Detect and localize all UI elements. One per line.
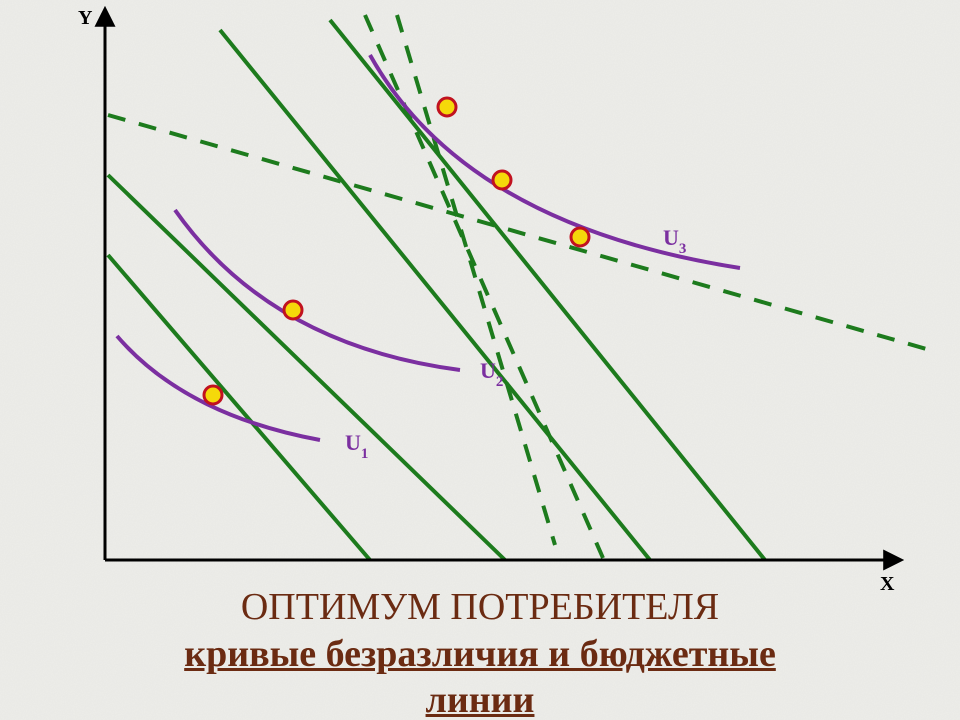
- optimum-point-1: [284, 301, 302, 319]
- title-line-1: ОПТИМУМ ПОТРЕБИТЕЛЯ: [0, 585, 960, 629]
- optimum-point-4: [571, 228, 589, 246]
- y-axis-label: Y: [78, 7, 93, 29]
- optimum-point-2: [438, 98, 456, 116]
- optimum-point-0: [204, 386, 222, 404]
- optimum-point-3: [493, 171, 511, 189]
